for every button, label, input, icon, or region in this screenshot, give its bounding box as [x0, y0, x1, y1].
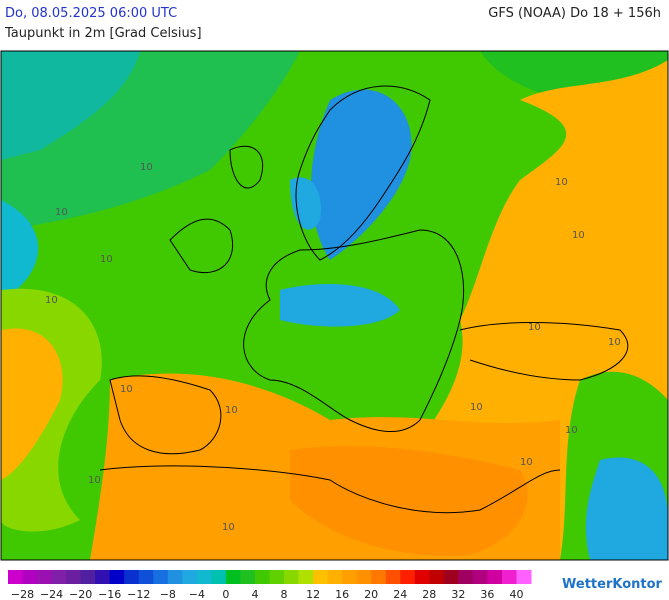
ocean-field	[1, 200, 39, 300]
contour-label: 10	[45, 295, 58, 306]
color-swatch	[487, 570, 503, 584]
map-frame	[0, 50, 669, 561]
color-swatch	[327, 570, 343, 584]
legend-label: 16	[335, 588, 349, 600]
cold-field	[290, 177, 321, 230]
color-swatch	[211, 570, 227, 584]
warm-field	[290, 446, 528, 556]
color-swatch	[472, 570, 488, 584]
color-swatch	[240, 570, 256, 584]
legend-label: 40	[509, 588, 523, 600]
color-swatch	[516, 570, 532, 584]
legend-label: 8	[281, 588, 288, 600]
color-swatch	[182, 570, 198, 584]
legend-label: 24	[393, 588, 407, 600]
color-swatch	[95, 570, 111, 584]
color-swatch	[385, 570, 401, 584]
legend-label: 12	[306, 588, 320, 600]
color-swatch	[109, 570, 125, 584]
color-swatch	[225, 570, 241, 584]
color-swatch	[298, 570, 314, 584]
legend-label: −4	[189, 588, 205, 600]
color-swatch	[356, 570, 372, 584]
color-swatch	[269, 570, 285, 584]
cold-field	[280, 284, 400, 327]
color-swatch	[458, 570, 474, 584]
contour-label: 10	[140, 162, 153, 173]
ocean-field	[1, 51, 140, 160]
contour-label: 10	[222, 522, 235, 533]
legend-label: 36	[480, 588, 494, 600]
contour-label: 10	[55, 207, 68, 218]
legend-label: −12	[127, 588, 150, 600]
color-swatch	[51, 570, 67, 584]
legend-label: 0	[222, 588, 229, 600]
color-swatch	[167, 570, 183, 584]
contour-label: 10	[528, 322, 541, 333]
color-swatch	[8, 570, 24, 584]
legend-label: −20	[69, 588, 92, 600]
legend-label: 28	[422, 588, 436, 600]
color-swatch	[429, 570, 445, 584]
contour-label: 10	[470, 402, 483, 413]
date: Do, 08.05.2025 06:00 UTC	[5, 6, 178, 21]
contour-label: 10	[225, 405, 238, 416]
contour-label: 10	[572, 230, 585, 241]
color-swatch	[80, 570, 96, 584]
color-swatch	[414, 570, 430, 584]
legend-label: 32	[451, 588, 465, 600]
color-swatch	[254, 570, 270, 584]
legend-label: −24	[40, 588, 63, 600]
color-swatch	[313, 570, 329, 584]
color-swatch	[501, 570, 517, 584]
contour-label: 10	[88, 475, 101, 486]
color-swatch	[400, 570, 416, 584]
color-swatch	[66, 570, 82, 584]
cold-field	[311, 89, 412, 260]
logo: WetterKontor	[562, 577, 663, 592]
color-swatch	[284, 570, 300, 584]
contour-label: 10	[100, 254, 113, 265]
coastlines	[99, 85, 629, 514]
legend-label: −28	[11, 588, 34, 600]
contour-label: 10	[520, 457, 533, 468]
color-swatch	[124, 570, 140, 584]
contour-label: 10	[555, 177, 568, 188]
legend-label: 4	[251, 588, 258, 600]
color-swatch	[196, 570, 212, 584]
contour-label: 10	[120, 384, 133, 395]
color-swatch	[37, 570, 53, 584]
contour-label: 10	[608, 337, 621, 348]
model: GFS (NOAA) Do 18 + 156h	[488, 6, 661, 21]
color-swatch	[371, 570, 387, 584]
color-swatch	[138, 570, 154, 584]
subtitle: Taupunkt in 2m [Grad Celsius]	[5, 26, 202, 41]
cold-field	[585, 457, 668, 560]
legend-label: 20	[364, 588, 378, 600]
color-swatch	[153, 570, 169, 584]
field	[1, 328, 63, 480]
color-swatch	[22, 570, 38, 584]
legend-label: −16	[98, 588, 121, 600]
color-swatch	[443, 570, 459, 584]
legend-label: −8	[160, 588, 176, 600]
contour-label: 10	[565, 425, 578, 436]
color-swatch	[342, 570, 358, 584]
